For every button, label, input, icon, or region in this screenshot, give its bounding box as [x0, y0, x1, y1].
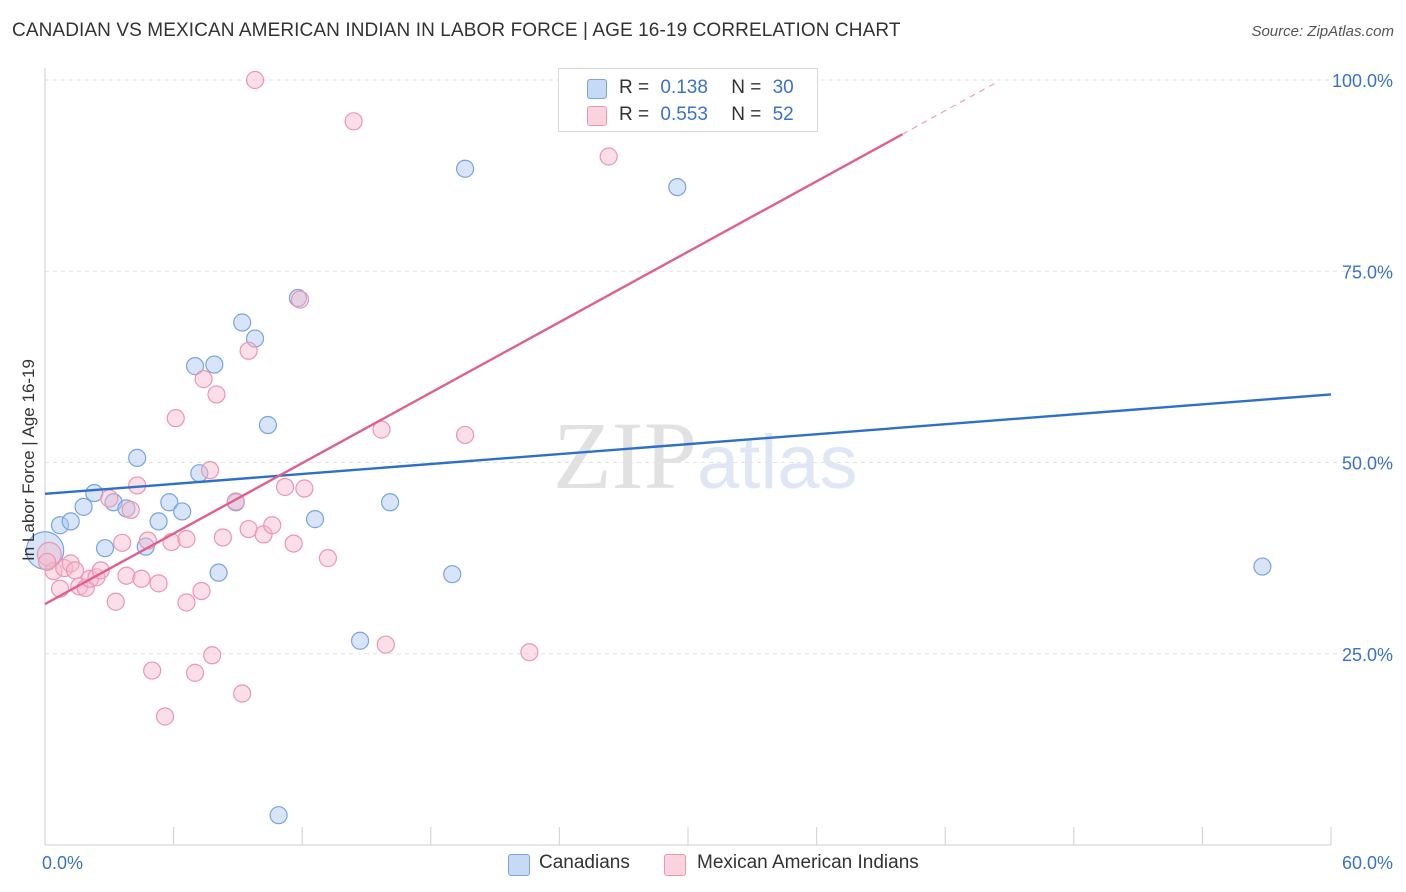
bottom-legend-canadians: Canadians — [508, 852, 630, 876]
point-mexican-american-indians — [149, 574, 168, 593]
source-label: Source: ZipAtlas.com — [1251, 23, 1394, 40]
point-canadians — [50, 516, 70, 535]
point-mexican-american-indians — [203, 646, 222, 665]
point-mexican-american-indians — [263, 516, 282, 535]
point-mexican-american-indians — [166, 409, 185, 428]
point-canadians — [74, 497, 93, 516]
point-mexican-american-indians — [233, 684, 252, 703]
point-canadians — [455, 159, 475, 178]
point-canadians — [668, 178, 687, 197]
point-canadians — [380, 493, 400, 512]
point-mexican-american-indians — [177, 593, 196, 612]
point-canadians — [95, 539, 115, 558]
point-mexican-american-indians — [106, 592, 125, 611]
y-tick-label: 50.0% — [1342, 454, 1393, 474]
y-axis-label: In Labor Force | Age 16-19 — [19, 359, 38, 561]
point-canadians — [149, 512, 168, 531]
point-mexican-american-indians — [318, 549, 338, 568]
point-mexican-american-indians — [290, 290, 310, 309]
point-mexican-american-indians — [55, 558, 74, 578]
point-mexican-american-indians — [275, 477, 295, 497]
legend-r-label: R = — [619, 104, 650, 125]
point-mexican-american-indians — [44, 562, 63, 581]
legend-n-label: N = — [731, 77, 762, 98]
gridlines — [45, 79, 1391, 655]
point-mexican-american-indians — [520, 643, 539, 662]
point-mexican-american-indians — [455, 425, 475, 445]
point-canadians — [258, 415, 278, 435]
point-mexican-american-indians — [177, 529, 196, 549]
point-canadians — [269, 806, 288, 825]
point-mexican-american-indians — [295, 479, 314, 498]
point-mexican-american-indians — [372, 420, 391, 439]
point-mexican-american-indians — [117, 566, 136, 585]
legend-r-value: 0.138 — [660, 77, 708, 98]
legend-n-label: N = — [731, 104, 762, 125]
point-mexican-american-indians — [599, 147, 618, 166]
y-tick-label: 25.0% — [1342, 645, 1393, 665]
x-tick-label: 0.0% — [42, 853, 83, 873]
point-canadians — [443, 565, 462, 584]
point-canadians — [209, 563, 228, 582]
bottom-legend-mexican-american-indians: Mexican American Indians — [664, 852, 919, 876]
point-mexican-american-indians — [344, 112, 363, 131]
point-mexican-american-indians — [155, 707, 175, 726]
point-mexican-american-indians — [200, 461, 220, 480]
point-mexican-american-indians — [192, 581, 211, 601]
bottom-swatch-canadians — [508, 854, 530, 876]
point-canadians — [205, 355, 224, 374]
legend-row-mexican-american-indians: R = 0.553 N = 52 — [559, 100, 817, 128]
legend-row-canadians: R = 0.138 N = 30 — [559, 73, 817, 101]
point-mexican-american-indians — [245, 70, 265, 90]
point-mexican-american-indians — [207, 385, 226, 404]
tick-labels: 25.0% 50.0% 75.0% 100.0% 0.0% 60.0% — [42, 71, 1393, 873]
trend-line-canadians — [44, 393, 1332, 496]
chart-title: CANADIAN VS MEXICAN AMERICAN INDIAN IN L… — [12, 20, 901, 41]
legend-n-value: 30 — [772, 77, 794, 98]
bottom-legend-label: Canadians — [539, 852, 630, 873]
legend-swatch-canadians — [587, 79, 607, 99]
point-mexican-american-indians — [143, 661, 162, 680]
point-mexican-american-indians — [132, 569, 151, 588]
point-mexican-american-indians — [213, 528, 232, 547]
point-canadians — [160, 493, 179, 512]
point-mexican-american-indians — [121, 500, 140, 520]
y-tick-label: 75.0% — [1342, 262, 1393, 282]
point-canadians — [128, 448, 147, 468]
point-canadians — [233, 313, 252, 332]
y-tick-label: 100.0% — [1332, 71, 1393, 91]
watermark-zip: ZIP — [553, 402, 697, 509]
point-mexican-american-indians — [239, 341, 258, 360]
point-mexican-american-indians — [65, 561, 85, 580]
axes — [44, 68, 1332, 846]
legend-swatch-mexican-american-indians — [587, 106, 607, 126]
legend-n-value: 52 — [772, 104, 794, 125]
point-canadians — [1253, 557, 1272, 576]
point-mexican-american-indians — [284, 534, 303, 553]
point-canadians — [185, 357, 205, 376]
bottom-swatch-mexican-american-indians — [664, 854, 686, 876]
point-canadians — [305, 510, 325, 529]
legend-r-label: R = — [619, 77, 650, 98]
point-mexican-american-indians — [113, 533, 132, 552]
point-mexican-american-indians — [38, 552, 57, 572]
point-mexican-american-indians — [376, 635, 395, 654]
bottom-legend-label: Mexican American Indians — [697, 852, 919, 873]
legend: R = 0.138 N = 30 R = 0.553 N = 52 — [558, 68, 818, 132]
x-tick-label: 60.0% — [1342, 853, 1393, 873]
point-canadians — [350, 631, 370, 650]
point-canadians — [61, 512, 80, 531]
point-mexican-american-indians — [194, 370, 213, 389]
trend-line-mexican-american-indians — [44, 133, 903, 606]
point-mexican-american-indians — [185, 663, 205, 682]
legend-r-value: 0.553 — [660, 104, 708, 125]
trend-lines — [44, 81, 1332, 606]
trend-line-mexican-american-indians-extension — [902, 81, 997, 135]
point-canadians — [173, 502, 192, 521]
point-mexican-american-indians — [100, 489, 119, 508]
